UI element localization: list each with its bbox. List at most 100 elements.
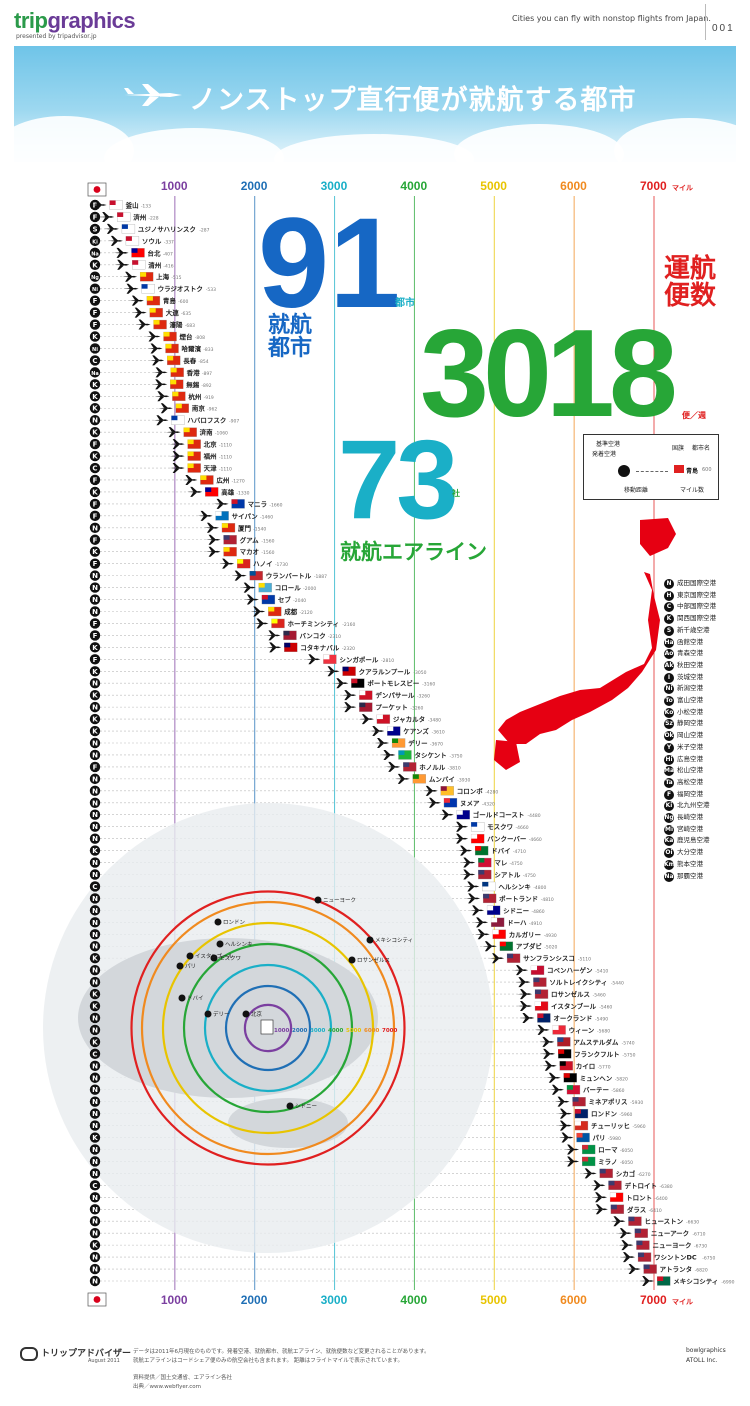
key-dash-line	[636, 471, 668, 472]
airport-code-badge: H	[664, 590, 674, 601]
airport-code-badge: Ka	[664, 836, 674, 847]
destination-row: K アムステルダム -5740	[89, 1036, 635, 1048]
plane-icon	[187, 486, 203, 497]
destination-row: N ソルトレイクシティ -5440	[89, 976, 624, 988]
hub-airport-badge	[89, 223, 101, 235]
hub-airport-badge	[89, 462, 101, 474]
plane-icon	[122, 271, 138, 282]
hub-airport-badge	[89, 1227, 101, 1239]
key-hub-dot	[618, 465, 630, 477]
miles-label: -5980	[608, 1136, 621, 1142]
hub-airport-badge	[89, 259, 101, 270]
hub-code: K	[92, 692, 98, 700]
airport-legend-item: To 富山空港	[664, 694, 703, 706]
hub-code: N	[92, 859, 98, 867]
header-tagline: Cities you can fly with nonstop flights …	[512, 14, 711, 23]
airport-code-badge: Ao	[664, 649, 674, 660]
city-label: サンフランシスコ	[523, 955, 575, 963]
tripadvisor-footer-logo[interactable]: トリップアドバイザー	[20, 1346, 131, 1361]
miles-label: -5750	[622, 1052, 635, 1058]
destination-row: N ダラス -6410	[89, 1204, 662, 1215]
city-label: ロンドン	[591, 1110, 618, 1118]
hub-airport-badge	[89, 1084, 101, 1095]
hub-airport-badge	[89, 1168, 101, 1179]
airport-name: 成田国際空港	[677, 579, 716, 587]
key-city: 都市名	[692, 445, 711, 452]
plane-icon	[425, 797, 441, 808]
miles-label: -6710	[692, 1232, 705, 1238]
hub-code: F	[93, 656, 98, 664]
airport-name: 宮崎空港	[677, 824, 703, 833]
city-label: サイパン	[232, 511, 259, 520]
miles-label: -4660	[516, 825, 529, 831]
tripgraphics-logo[interactable]: tripgraphics	[14, 8, 136, 33]
plane-icon	[341, 690, 357, 701]
airport-legend-item: Ma 松山空港	[664, 764, 703, 777]
miles-label: -3810	[448, 765, 461, 771]
reading-guide-box: 基準空港 発着空港 国旗 都市名 青島 600 移動距離 マイル数	[583, 434, 719, 500]
hub-airport-badge	[89, 1180, 101, 1191]
miles-label: -1660	[269, 502, 282, 508]
airport-legend-item: Mi 宮崎空港	[664, 823, 703, 835]
tick-label-bottom: 1000	[161, 1293, 188, 1307]
city-label: ミネアポリス	[589, 1097, 628, 1106]
hub-airport-badge	[89, 941, 101, 952]
plane-icon	[169, 463, 185, 474]
hub-airport-badge	[89, 737, 101, 749]
city-label: 釜山	[125, 201, 139, 210]
miles-label: -5960	[633, 1124, 646, 1130]
destination-row: N ハバロフスク -907	[89, 415, 239, 426]
hub-airport-badge	[89, 546, 101, 557]
airport-code-badge: Ki	[664, 801, 674, 812]
page-number: 001	[712, 23, 735, 34]
hub-code: F	[93, 536, 98, 544]
miles-label: -6410	[649, 1208, 662, 1214]
airport-legend-item: I 茨城空港	[664, 671, 703, 683]
city-label: 台北	[148, 248, 162, 257]
destination-row: N ポートモレスビー -3160	[89, 678, 435, 689]
city-label: コロール	[275, 584, 302, 592]
hub-code: N	[92, 417, 98, 425]
hub-code: N	[92, 680, 98, 688]
plane-icon	[385, 761, 401, 772]
city-label: ホノルル	[419, 763, 446, 771]
miles-label: -5110	[578, 957, 591, 963]
hub-airport-badge	[89, 331, 101, 342]
destination-row: N ミュンヘン -5820	[89, 1072, 628, 1083]
destination-row: K マカオ -1560	[89, 546, 275, 557]
miles-label: -2000	[303, 586, 316, 592]
footer-note-2: 就航エアラインはコードシェア便のみの航空会社も含まれます。 距離はフライトマイル…	[133, 1358, 403, 1364]
destination-row: N プーケット -3260	[89, 701, 424, 713]
city-label: デトロイト	[624, 1181, 657, 1190]
hub-airport-badge	[89, 450, 101, 462]
miles-label: -1330	[236, 490, 249, 496]
city-label: ドバイ	[491, 847, 511, 855]
destination-row: N メキシコシティ -6990	[89, 1275, 735, 1287]
city-label: ドーハ	[507, 919, 527, 927]
cloud-decoration	[104, 128, 284, 188]
hub-airport-badge	[89, 606, 101, 617]
airplane-icon	[124, 84, 182, 106]
destination-row: N コロンボ -4280	[89, 785, 498, 797]
destination-row: S ユジノサハリンスク -287	[89, 223, 210, 235]
airport-name: 北九州空港	[677, 801, 710, 810]
airport-name: 秋田空港	[677, 660, 703, 669]
hub-airport-badge	[89, 749, 101, 761]
airport-legend-item: Ki 北九州空港	[664, 799, 710, 812]
hub-code: C	[92, 1050, 97, 1058]
destination-row: N マレ -4750	[89, 857, 523, 868]
miles-label: -3750	[449, 753, 462, 759]
plane-icon	[380, 749, 396, 760]
header: tripgraphics presented by tripadvisor.jp…	[0, 0, 750, 44]
miles-label: -6270	[638, 1172, 651, 1178]
hub-airport-badge	[89, 1036, 101, 1048]
map-pin-icon	[214, 918, 222, 926]
tick-label-top: 5000	[480, 179, 507, 193]
miles-label: -919	[204, 395, 214, 401]
map-pin-icon	[242, 1010, 250, 1018]
plane-icon	[149, 355, 165, 366]
map-pin-icon	[366, 936, 374, 944]
city-label: 清州	[148, 260, 161, 269]
hub-code: N	[92, 979, 98, 987]
map-pin-icon	[216, 940, 224, 948]
